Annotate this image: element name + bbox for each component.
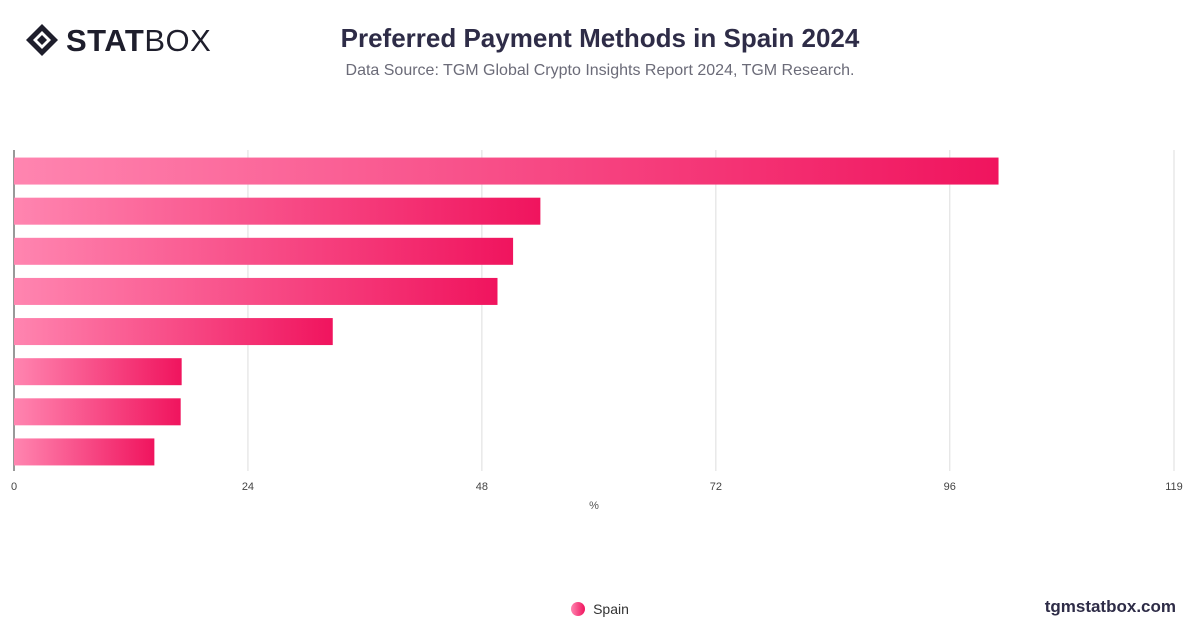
brand-wordmark-bold: STAT (66, 22, 145, 58)
x-tick-label: 24 (242, 481, 254, 493)
legend-swatch-icon (571, 602, 586, 616)
bar[interactable] (14, 358, 182, 386)
chart-subtitle: Data Source: TGM Global Crypto Insights … (345, 62, 855, 79)
x-tick-labels: 0 24 48 72 96 119 (11, 481, 1183, 493)
bar[interactable] (14, 237, 514, 265)
brand-wordmark-light: BOX (144, 22, 212, 58)
bar[interactable] (14, 398, 181, 426)
bars (14, 157, 999, 466)
statbox-logo-icon (26, 24, 58, 56)
bar[interactable] (14, 277, 498, 305)
x-tick-label: 119 (1165, 481, 1183, 493)
chart-title: Preferred Payment Methods in Spain 2024 (340, 23, 860, 53)
x-tick-label: 72 (710, 481, 722, 493)
site-url: tgmstatbox.com (1044, 597, 1176, 616)
bar[interactable] (14, 197, 541, 225)
x-axis-label: % (589, 500, 599, 512)
x-tick-label: 0 (11, 481, 17, 493)
chart-legend[interactable]: Spain (0, 601, 1200, 617)
x-tick-label: 48 (476, 481, 488, 493)
bar[interactable] (14, 318, 333, 346)
bar[interactable] (14, 157, 999, 185)
brand-wordmark: STATBOX (66, 25, 211, 56)
x-tick-label: 96 (944, 481, 956, 493)
brand-logo: STATBOX (24, 22, 211, 58)
bar[interactable] (14, 438, 155, 466)
legend-label: Spain (593, 601, 629, 617)
